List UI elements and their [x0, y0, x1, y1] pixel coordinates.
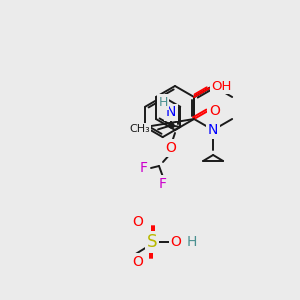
- Text: N: N: [166, 105, 176, 119]
- Text: S: S: [147, 233, 157, 251]
- Text: O: O: [166, 141, 176, 155]
- Text: N: N: [208, 123, 218, 137]
- Text: CH₃: CH₃: [129, 124, 150, 134]
- Text: O: O: [133, 215, 143, 229]
- Text: H: H: [158, 96, 168, 109]
- Text: O: O: [133, 255, 143, 269]
- Text: F: F: [140, 161, 148, 175]
- Text: H: H: [187, 235, 197, 249]
- Text: O: O: [171, 235, 182, 249]
- Text: F: F: [159, 177, 167, 191]
- Text: OH: OH: [211, 80, 232, 93]
- Text: O: O: [209, 104, 220, 118]
